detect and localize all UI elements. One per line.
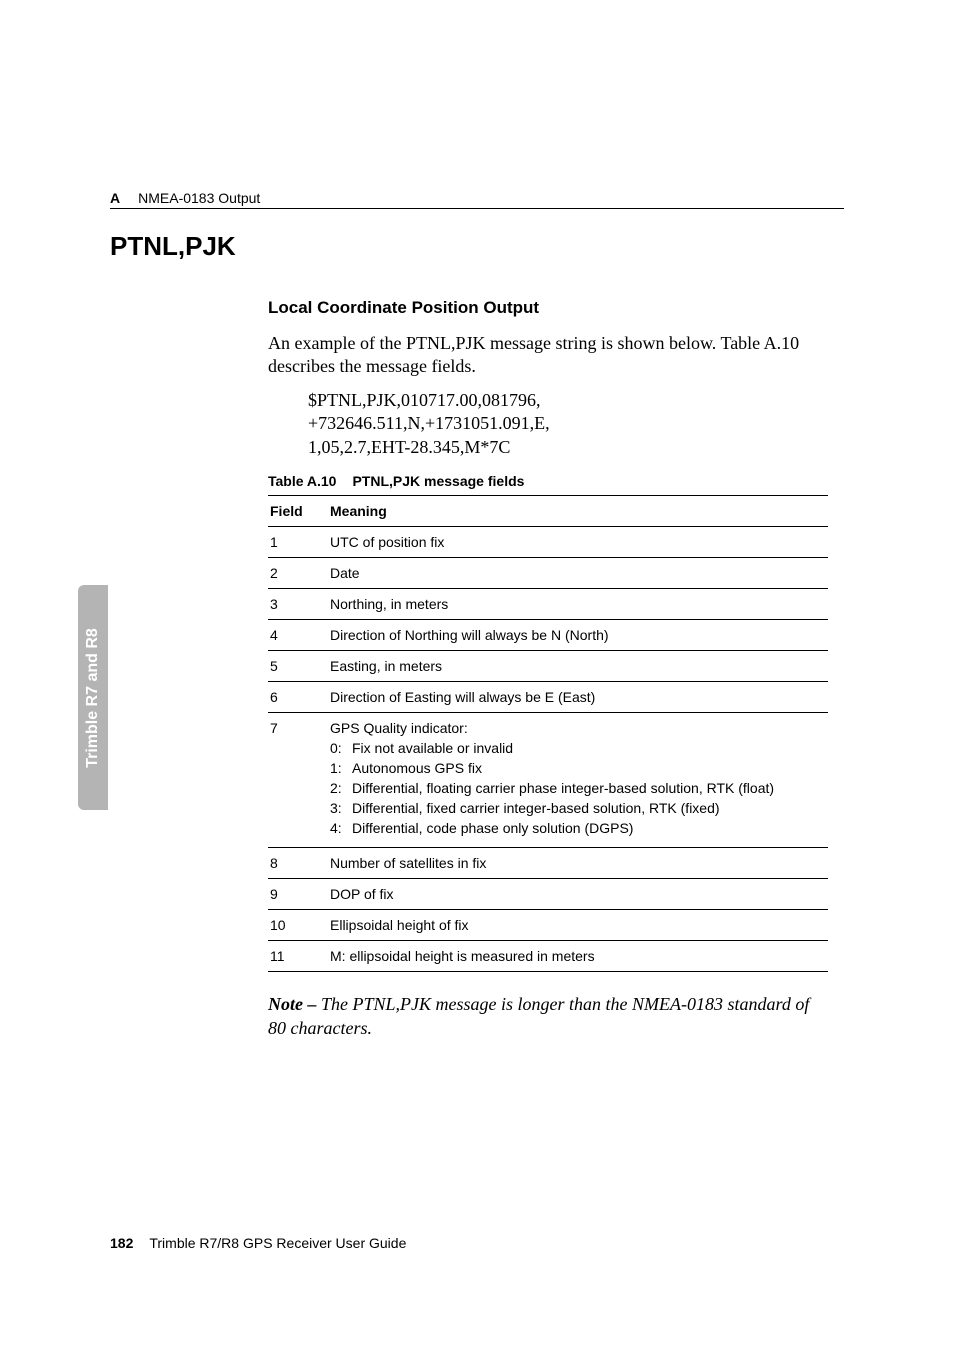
field-number: 1 [268,526,328,557]
message-example: $PTNL,PJK,010717.00,081796, +732646.511,… [308,389,828,459]
table-row: 8Number of satellites in fix [268,847,828,878]
page-footer: 182 Trimble R7/R8 GPS Receiver User Guide [110,1235,406,1251]
table-row: 2Date [268,557,828,588]
sublist-item: 2:Differential, floating carrier phase i… [330,780,820,796]
table-row: 7GPS Quality indicator:0:Fix not availab… [268,712,828,847]
message-line: 1,05,2.7,EHT-28.345,M*7C [308,436,828,459]
note: Note – The PTNL,PJK message is longer th… [268,992,828,1041]
fields-table: Field Meaning 1UTC of position fix2Date3… [268,495,828,972]
sublist-item: 1:Autonomous GPS fix [330,760,820,776]
table-caption-title: PTNL,PJK message fields [352,473,524,489]
table-row: 6Direction of Easting will always be E (… [268,681,828,712]
table-header-field: Field [268,495,328,526]
field-meaning: Direction of Northing will always be N (… [328,619,828,650]
note-body: The PTNL,PJK message is longer than the … [268,994,809,1038]
subsection-title: Local Coordinate Position Output [268,298,828,318]
section-title: PTNL,PJK [110,231,844,262]
field-meaning: Northing, in meters [328,588,828,619]
sublist-item: 4:Differential, code phase only solution… [330,820,820,836]
field-number: 6 [268,681,328,712]
page-number: 182 [110,1235,133,1251]
table-row: 1UTC of position fix [268,526,828,557]
message-line: +732646.511,N,+1731051.091,E, [308,412,828,435]
page-header: A NMEA-0183 Output [110,190,844,209]
field-meaning: DOP of fix [328,878,828,909]
sublist-item: 3:Differential, fixed carrier integer-ba… [330,800,820,816]
appendix-letter: A [110,190,120,206]
field-number: 11 [268,940,328,971]
field-meaning: UTC of position fix [328,526,828,557]
field-number: 7 [268,712,328,847]
appendix-title: NMEA-0183 Output [138,190,260,206]
side-tab: Trimble R7 and R8 [78,585,108,810]
field-meaning: M: ellipsoidal height is measured in met… [328,940,828,971]
field-meaning: Date [328,557,828,588]
field-number: 3 [268,588,328,619]
field-number: 9 [268,878,328,909]
side-tab-label: Trimble R7 and R8 [84,628,102,768]
field-meaning: Direction of Easting will always be E (E… [328,681,828,712]
table-row: 10Ellipsoidal height of fix [268,909,828,940]
message-line: $PTNL,PJK,010717.00,081796, [308,389,828,412]
intro-paragraph: An example of the PTNL,PJK message strin… [268,332,828,379]
field-number: 4 [268,619,328,650]
field-meaning: Number of satellites in fix [328,847,828,878]
table-caption: Table A.10 PTNL,PJK message fields [268,473,828,489]
table-row: 3Northing, in meters [268,588,828,619]
table-caption-label: Table A.10 [268,473,336,489]
field-number: 8 [268,847,328,878]
table-row: 4Direction of Northing will always be N … [268,619,828,650]
table-header-meaning: Meaning [328,495,828,526]
field-number: 2 [268,557,328,588]
field-meaning: GPS Quality indicator:0:Fix not availabl… [328,712,828,847]
field-meaning: Ellipsoidal height of fix [328,909,828,940]
field-number: 10 [268,909,328,940]
table-row: 11M: ellipsoidal height is measured in m… [268,940,828,971]
field-number: 5 [268,650,328,681]
table-row: 9DOP of fix [268,878,828,909]
field-meaning: Easting, in meters [328,650,828,681]
table-row: 5Easting, in meters [268,650,828,681]
note-label: Note – [268,994,321,1014]
doc-title: Trimble R7/R8 GPS Receiver User Guide [149,1235,406,1251]
sublist-item: 0:Fix not available or invalid [330,740,820,756]
